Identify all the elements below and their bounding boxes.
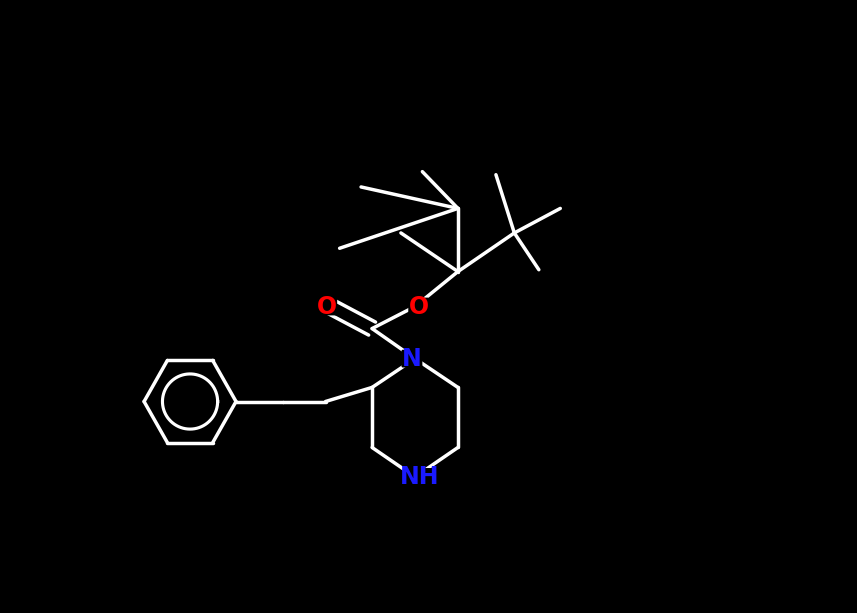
Text: N: N <box>402 346 422 371</box>
Text: O: O <box>317 294 337 319</box>
Text: NH: NH <box>400 465 440 489</box>
FancyBboxPatch shape <box>408 298 429 316</box>
FancyBboxPatch shape <box>405 468 434 485</box>
FancyBboxPatch shape <box>402 349 423 368</box>
FancyBboxPatch shape <box>316 298 337 316</box>
Text: O: O <box>409 294 428 319</box>
